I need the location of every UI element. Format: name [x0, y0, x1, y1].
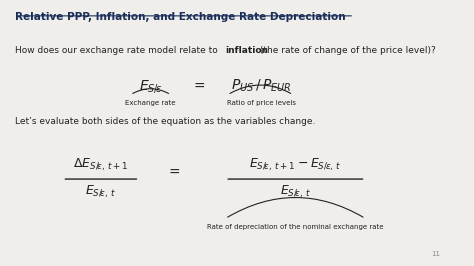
Text: Ratio of price levels: Ratio of price levels [227, 100, 296, 106]
Text: $=$: $=$ [191, 78, 206, 92]
Text: (the rate of change of the price level)?: (the rate of change of the price level)? [257, 46, 436, 55]
Text: $\Delta E_{\mathit{S/\!\epsilon,\,t+1}}$: $\Delta E_{\mathit{S/\!\epsilon,\,t+1}}$ [73, 157, 128, 172]
Text: $P_{\mathit{US}}\,/\,P_{\mathit{EUR}}$: $P_{\mathit{US}}\,/\,P_{\mathit{EUR}}$ [231, 78, 292, 94]
Text: How does our exchange rate model relate to: How does our exchange rate model relate … [15, 46, 223, 55]
Text: 11: 11 [431, 251, 440, 257]
Text: Relative PPP, Inflation, and Exchange Rate Depreciation: Relative PPP, Inflation, and Exchange Ra… [15, 12, 346, 22]
Text: $E_{\mathit{S/\!\epsilon,\,t}}$: $E_{\mathit{S/\!\epsilon,\,t}}$ [85, 183, 117, 199]
Text: $E_{\mathit{S/\!\epsilon,\,t}}$: $E_{\mathit{S/\!\epsilon,\,t}}$ [280, 183, 311, 199]
Text: $=$: $=$ [166, 164, 181, 178]
Text: inflation: inflation [225, 46, 268, 55]
Text: Exchange rate: Exchange rate [126, 100, 176, 106]
Text: $E_{\mathit{S/\!\epsilon}}$: $E_{\mathit{S/\!\epsilon}}$ [139, 78, 163, 95]
Text: Rate of depreciation of the nominal exchange rate: Rate of depreciation of the nominal exch… [207, 224, 383, 230]
Text: $E_{\mathit{S/\!\epsilon,\,t+1}} - E_{\mathit{S/\!\epsilon,\,t}}$: $E_{\mathit{S/\!\epsilon,\,t+1}} - E_{\m… [249, 157, 342, 172]
Text: Let’s evaluate both sides of the equation as the variables change.: Let’s evaluate both sides of the equatio… [15, 117, 315, 126]
